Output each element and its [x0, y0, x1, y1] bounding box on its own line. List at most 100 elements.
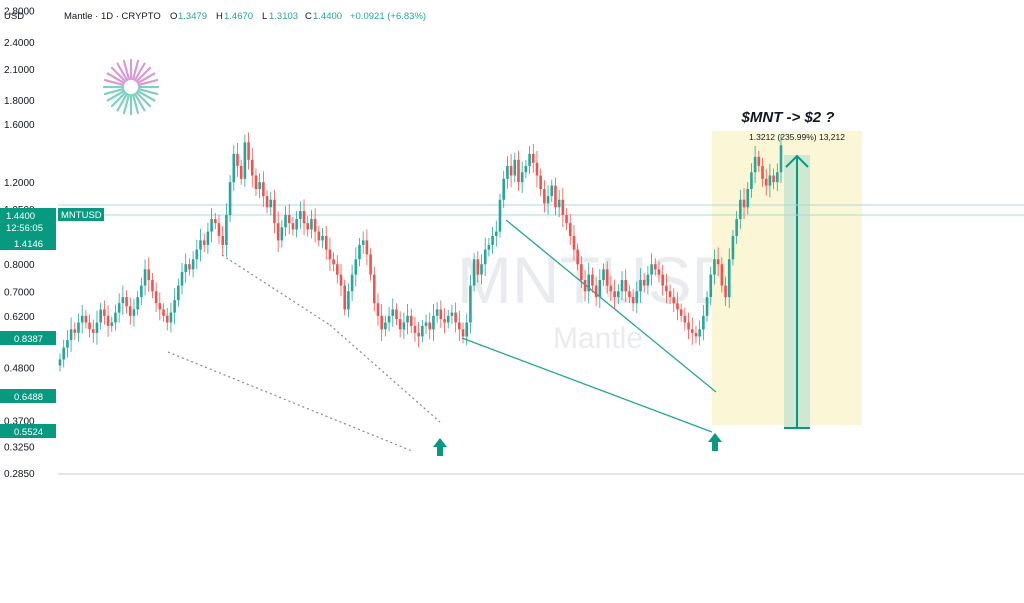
candle-body: [269, 199, 273, 208]
candle-body: [80, 315, 84, 323]
breakout-arrow-up-icon-2: [708, 433, 722, 451]
watermark-name: Mantle: [553, 322, 643, 355]
candle-body: [628, 291, 631, 298]
candle-body: [461, 329, 465, 337]
candle-body: [635, 291, 639, 304]
candle-body: [84, 315, 88, 323]
wedge2-lower-line[interactable]: [461, 337, 713, 433]
wedge2-upper-line[interactable]: [505, 219, 717, 393]
candle-body: [132, 309, 136, 316]
candle-body: [372, 274, 376, 304]
candle-body: [605, 269, 609, 286]
wedge1-lower-line[interactable]: [167, 351, 413, 452]
y-tick-label: 0.4800: [4, 364, 35, 375]
wedge1-upper-line[interactable]: [221, 254, 331, 326]
y-tick-label: 2.1000: [4, 65, 35, 76]
badge-level-2: 0.8387: [0, 331, 56, 345]
candle-body: [724, 285, 727, 298]
candle-body: [498, 199, 502, 232]
candle-body: [495, 231, 498, 236]
candle-body: [73, 329, 77, 333]
annotation-headline[interactable]: $MNT -> $2 ?: [741, 109, 835, 126]
candle-body: [417, 332, 420, 337]
candle-body: [753, 156, 757, 173]
candle-body: [587, 274, 591, 292]
logo-ray: [110, 66, 127, 83]
candle-body: [114, 312, 117, 323]
measure-label: 1.3212 (235.99%) 13,212: [749, 132, 845, 142]
candle-body: [509, 165, 513, 176]
logo-ray: [122, 93, 131, 115]
y-tick-label: 0.2850: [4, 469, 35, 480]
candle-body: [432, 315, 435, 330]
candle-body: [147, 269, 151, 281]
breakout-arrow-up-icon: [433, 438, 447, 456]
candle-body: [313, 219, 317, 232]
candle-body: [761, 165, 764, 179]
candle-body: [424, 322, 428, 326]
candle-body: [291, 223, 295, 230]
candle-body: [709, 274, 713, 298]
candle-body: [177, 285, 180, 301]
candle-body: [750, 172, 753, 190]
logo-ray: [135, 91, 152, 108]
candle-body: [531, 153, 535, 163]
candle-body: [698, 329, 701, 337]
candle-body: [735, 219, 738, 236]
candle-body: [395, 309, 398, 320]
candle-body: [265, 196, 269, 208]
candle-body: [458, 322, 461, 330]
wedge1-upper-line-ext[interactable]: [329, 324, 441, 423]
logo-ray: [116, 92, 129, 112]
ohlc-low: 1.3103: [269, 11, 298, 22]
ohlc-low-label: L: [262, 11, 267, 22]
candle-body: [217, 223, 221, 236]
candle-body: [443, 319, 446, 323]
ohlc-open-label: O: [170, 11, 177, 22]
candle-body: [99, 309, 102, 323]
candle-body: [162, 309, 165, 316]
candle-body: [472, 259, 476, 286]
badge-level-4: 0.5524: [0, 424, 56, 438]
candle-body: [450, 312, 454, 316]
candle-body: [591, 274, 594, 286]
y-tick-label: 1.8000: [4, 96, 35, 107]
candle-body: [694, 332, 698, 337]
candle-body: [247, 142, 250, 160]
svg-text:0.6488: 0.6488: [14, 392, 43, 403]
candle-body: [302, 211, 306, 224]
candle-body: [602, 269, 605, 281]
candle-body: [239, 165, 243, 179]
candle-body: [306, 223, 310, 230]
candle-body: [151, 280, 154, 292]
logo-ray: [122, 59, 131, 81]
candle-series[interactable]: [58, 132, 783, 372]
candle-body: [613, 291, 616, 298]
badge-level-3: 0.6488: [0, 389, 56, 403]
candle-body: [705, 297, 709, 316]
candle-body: [757, 156, 761, 166]
symbol-title[interactable]: Mantle · 1D · CRYPTO: [64, 11, 161, 22]
candle-body: [225, 215, 228, 245]
candle-body: [406, 315, 409, 323]
candle-body: [402, 322, 406, 330]
candle-body: [232, 153, 236, 183]
candle-body: [491, 235, 494, 245]
y-tick-label: 0.7000: [4, 287, 35, 298]
candle-body: [409, 315, 413, 326]
candle-body: [539, 175, 542, 190]
y-tick-label: 2.8000: [4, 7, 35, 18]
candle-body: [543, 189, 546, 204]
measure-arrow[interactable]: [784, 154, 810, 429]
badge-ticker: MNTUSD: [58, 208, 104, 221]
candle-body: [772, 175, 775, 183]
candle-body: [639, 280, 642, 292]
candle-body: [513, 159, 517, 176]
logo-ray: [103, 87, 125, 96]
logo-ray: [137, 78, 159, 87]
candle-body: [742, 199, 746, 208]
logo-ray: [136, 72, 156, 85]
candle-body: [62, 347, 65, 360]
